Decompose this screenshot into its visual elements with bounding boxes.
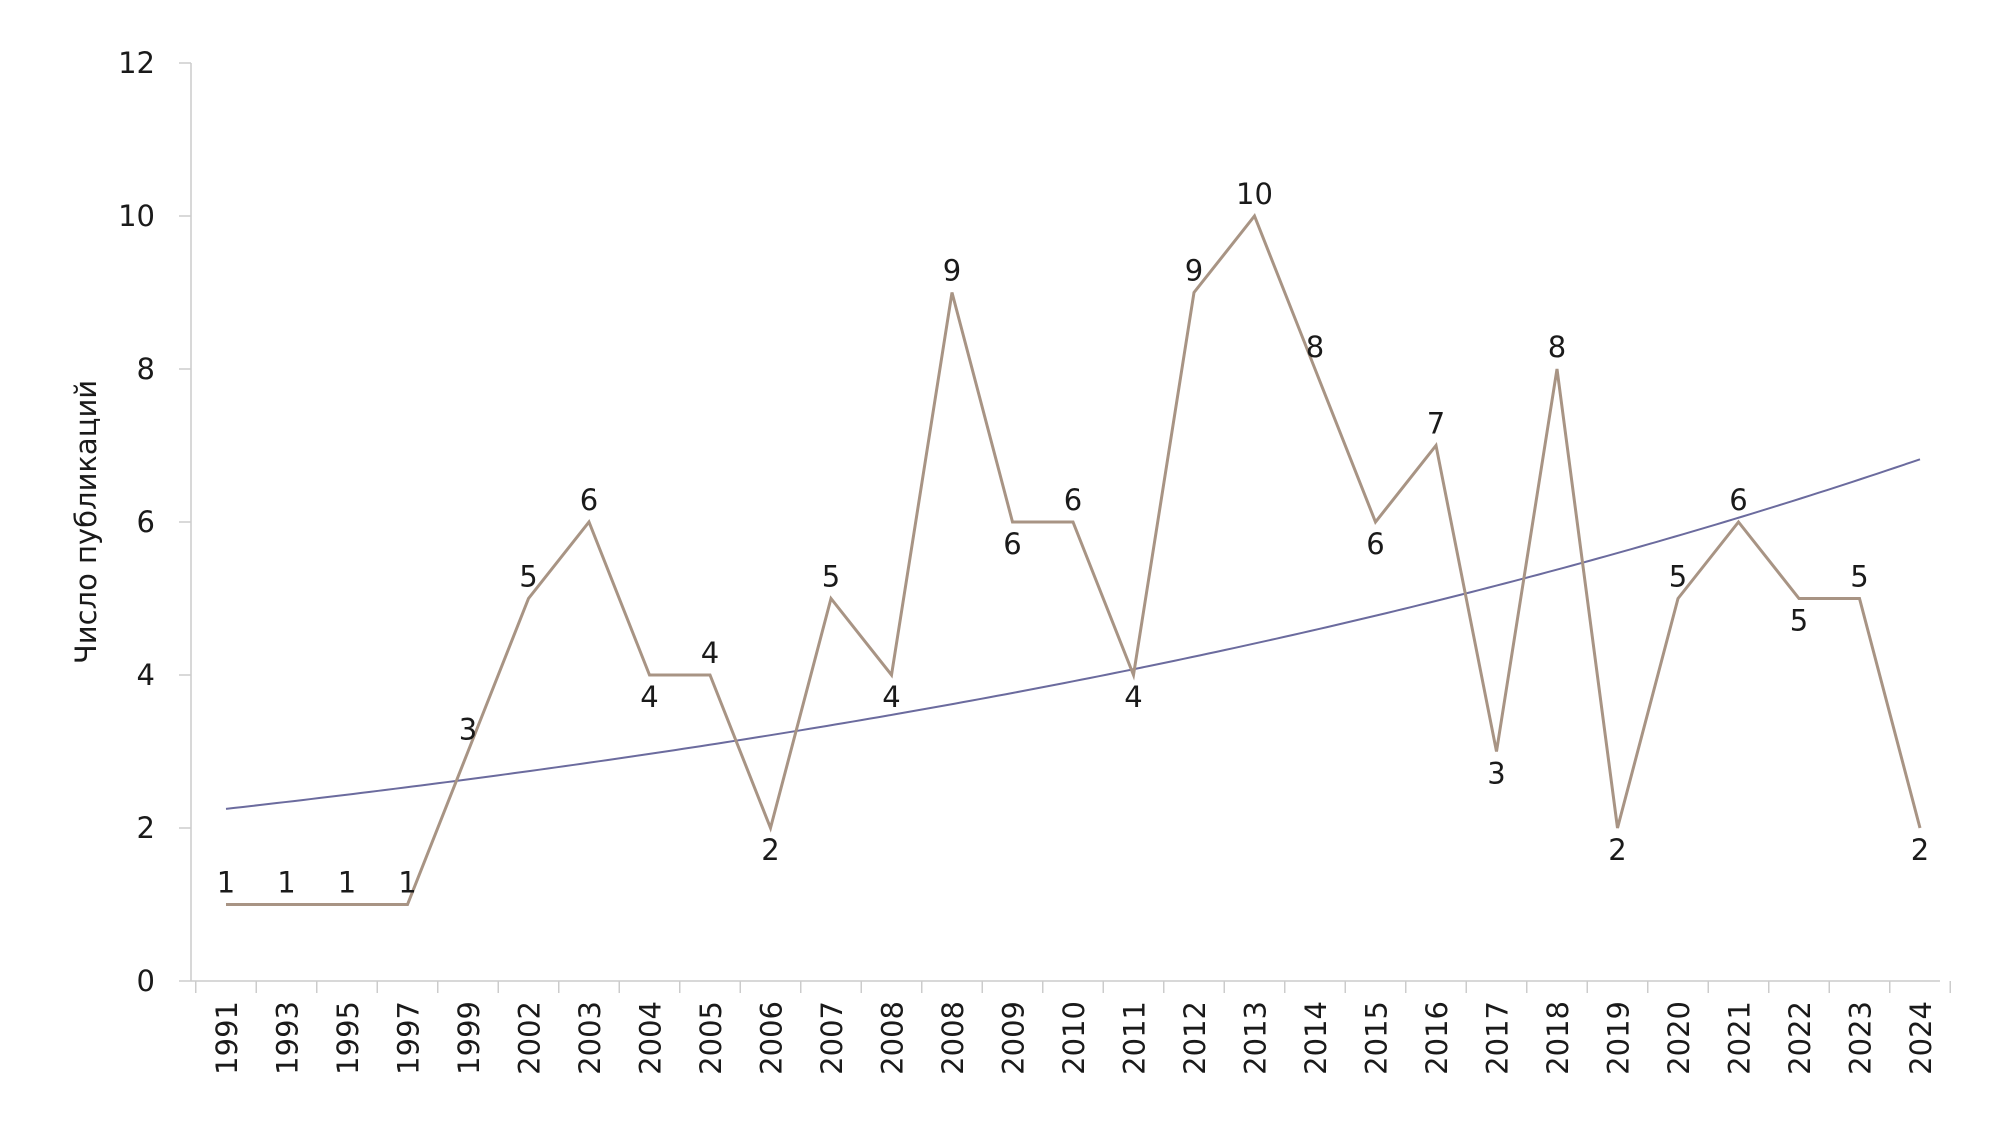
data-label: 6 (580, 483, 598, 517)
data-label: 5 (519, 560, 537, 594)
data-label: 4 (1124, 680, 1142, 714)
x-axis-ticks: 1991 1993 1995 1997 1999 2002 2003 2004 2005 2006… (195, 981, 1951, 1075)
x-tick-label: 2016 (1420, 1001, 1454, 1075)
x-tick-label: 2017 (1481, 1001, 1515, 1075)
data-labels: 1 1 1 1 3 5 6 4 4 2 5 4 9 6 6 4 9 10 8 6 7 3 8 2 5 6 5 5 2 (217, 177, 1929, 900)
data-series (226, 213, 1922, 906)
series-line (226, 213, 1922, 906)
data-label: 7 (1427, 407, 1445, 441)
x-tick-label: 2012 (1178, 1001, 1212, 1075)
x-tick-label: 2002 (513, 1001, 547, 1075)
trendline (225, 458, 1921, 810)
y-tick-label: 4 (137, 658, 155, 692)
data-label: 2 (1608, 833, 1626, 867)
axes (190, 63, 1940, 982)
x-tick-label: 2022 (1783, 1001, 1817, 1075)
data-label: 6 (1064, 483, 1082, 517)
data-label: 10 (1236, 177, 1273, 211)
data-label: 8 (1548, 330, 1566, 364)
x-tick-label: 2024 (1904, 1001, 1938, 1075)
y-tick-label: 6 (137, 505, 155, 539)
x-tick-label: 2013 (1239, 1001, 1273, 1075)
data-label: 5 (1669, 560, 1687, 594)
x-tick-label: 2006 (755, 1001, 789, 1075)
x-tick-label: 2008 (876, 1001, 910, 1075)
x-tick-label: 2021 (1723, 1001, 1757, 1075)
x-tick-label: 2015 (1360, 1001, 1394, 1075)
data-label: 9 (943, 254, 961, 288)
x-tick-label: 2009 (997, 1001, 1031, 1075)
data-label: 8 (1306, 330, 1324, 364)
x-tick-label: 1997 (392, 1001, 426, 1075)
y-axis-ticks: 0 2 4 6 8 10 12 (118, 46, 191, 998)
data-label: 5 (822, 560, 840, 594)
x-tick-label: 1991 (210, 1001, 244, 1075)
data-label: 1 (398, 866, 416, 900)
y-axis-title: Число публикаций (69, 380, 103, 664)
data-label: 3 (459, 713, 477, 747)
x-tick-label: 1995 (331, 1001, 365, 1075)
y-tick-label: 8 (137, 352, 155, 386)
data-label: 1 (217, 866, 235, 900)
data-label: 6 (1003, 527, 1021, 561)
y-tick-label: 0 (137, 964, 155, 998)
data-label: 3 (1487, 757, 1505, 791)
y-tick-label: 12 (118, 46, 155, 80)
y-tick-label: 10 (118, 199, 155, 233)
data-label: 6 (1366, 527, 1384, 561)
x-tick-label: 2014 (1299, 1001, 1333, 1075)
data-label: 2 (1911, 833, 1929, 867)
data-label: 4 (882, 680, 900, 714)
x-tick-label: 2023 (1844, 1001, 1878, 1075)
x-tick-label: 2003 (573, 1001, 607, 1075)
x-tick-label: 2020 (1662, 1001, 1696, 1075)
x-tick-label: 1993 (271, 1001, 305, 1075)
data-label: 1 (338, 866, 356, 900)
data-label: 4 (640, 680, 658, 714)
x-tick-label: 2007 (815, 1001, 849, 1075)
data-label: 5 (1790, 604, 1808, 638)
x-tick-label: 2008 (936, 1001, 970, 1075)
data-label: 1 (277, 866, 295, 900)
data-label: 6 (1729, 483, 1747, 517)
x-tick-label: 2010 (1057, 1001, 1091, 1075)
data-label: 4 (701, 636, 719, 670)
x-tick-label: 2011 (1118, 1001, 1152, 1075)
x-tick-label: 2019 (1602, 1001, 1636, 1075)
trendline-path (225, 458, 1921, 810)
x-tick-label: 1999 (452, 1001, 486, 1075)
x-tick-label: 2004 (634, 1001, 668, 1075)
data-label: 9 (1185, 254, 1203, 288)
data-label: 5 (1850, 560, 1868, 594)
y-tick-label: 2 (137, 811, 155, 845)
x-tick-label: 2005 (694, 1001, 728, 1075)
x-tick-label: 2018 (1541, 1001, 1575, 1075)
data-label: 2 (761, 833, 779, 867)
